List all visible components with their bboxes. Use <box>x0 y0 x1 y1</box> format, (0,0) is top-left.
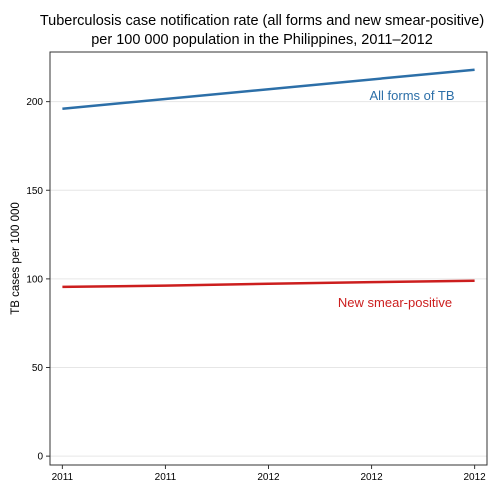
x-tick-label: 2011 <box>52 472 74 483</box>
y-tick-label: 50 <box>32 363 44 374</box>
x-tick-label: 2012 <box>360 472 383 483</box>
y-axis-label: TB cases per 100 000 <box>10 202 22 315</box>
series-labels: All forms of TB New smear-positive <box>338 88 455 310</box>
series-label: All forms of TB <box>369 88 454 103</box>
series-line <box>62 279 475 289</box>
y-axis: 0 50 100 150 200 <box>26 97 50 463</box>
y-tick-label: 200 <box>26 97 43 108</box>
chart-subtitle: per 100 000 population in the Philippine… <box>91 32 433 48</box>
x-tick-label: 2012 <box>257 472 280 483</box>
gridlines <box>50 101 487 457</box>
y-tick-label: 100 <box>26 274 43 285</box>
series-line <box>62 68 475 110</box>
series-lines <box>62 68 475 289</box>
chart-title: Tuberculosis case notification rate (all… <box>40 13 484 29</box>
y-tick-label: 0 <box>37 452 43 463</box>
x-tick-label: 2011 <box>155 472 177 483</box>
x-axis: 2011 2011 2012 2012 2012 <box>52 465 487 483</box>
x-tick-label: 2012 <box>464 472 487 483</box>
series-label: New smear-positive <box>338 295 452 310</box>
y-tick-label: 150 <box>26 186 43 197</box>
